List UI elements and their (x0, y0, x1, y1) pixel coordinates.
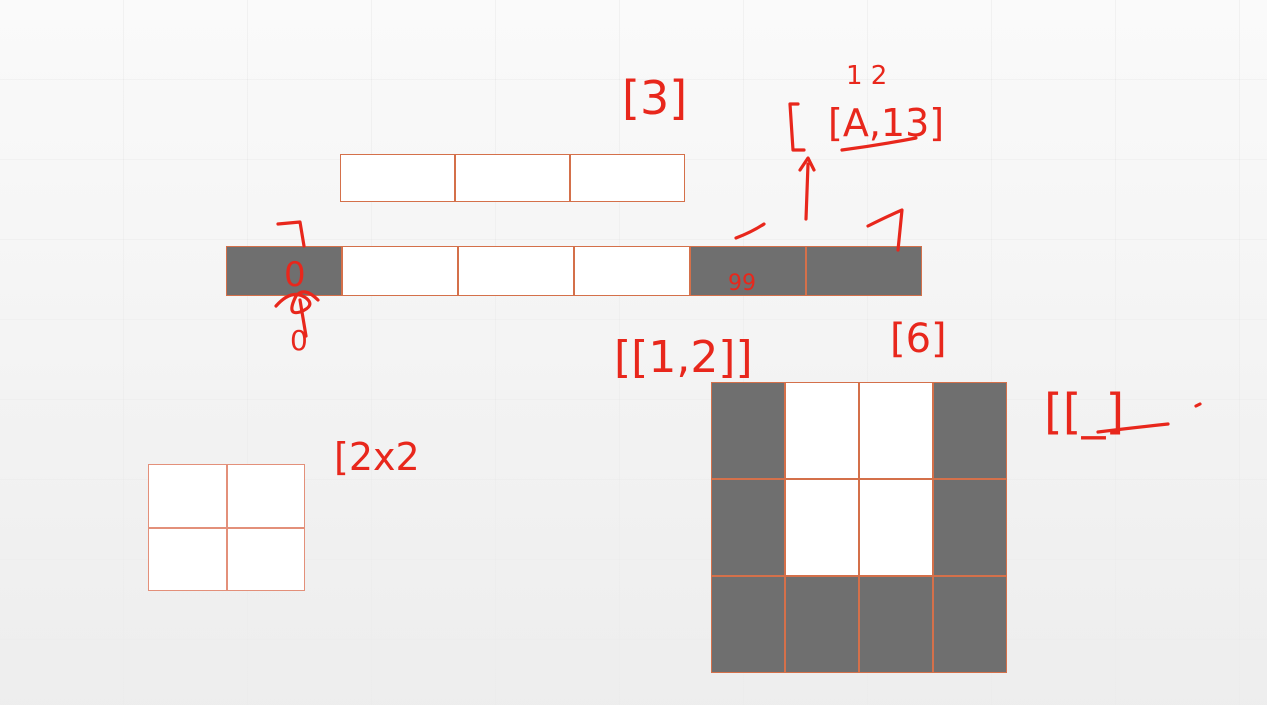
svg-text:[6]: [6] (890, 316, 947, 362)
grid-cell (785, 479, 859, 576)
annotation-nested-open: [[_] (1044, 384, 1202, 440)
grid-cell (785, 382, 859, 479)
grid-cell (806, 246, 922, 296)
svg-text:[[1,2]]: [[1,2]] (614, 332, 753, 383)
grid-cell (690, 246, 806, 296)
three-by-four-grid (711, 382, 1007, 673)
svg-text:[2x2: [2x2 (334, 435, 420, 479)
grid-cell (711, 382, 785, 479)
svg-text:0: 0 (290, 324, 308, 357)
grid-cell (342, 246, 458, 296)
svg-text:99: 99 (728, 271, 756, 296)
grid-cell (933, 382, 1007, 479)
annotation-two-by-two: [2x2 (334, 435, 420, 479)
grid-cell (570, 154, 685, 202)
grid-cell (859, 576, 933, 673)
annotation-ticks (276, 208, 904, 252)
grid-cell (859, 382, 933, 479)
grid-cell (226, 246, 342, 296)
grid-cell (455, 154, 570, 202)
grid-cell (859, 479, 933, 576)
grid-cell (711, 479, 785, 576)
annotation-pair: [A,13] (828, 101, 944, 152)
annotation-position-value: 99 (728, 271, 756, 296)
grid-cell (711, 576, 785, 673)
grid-cell (340, 154, 455, 202)
grid-cell (148, 464, 227, 528)
two-by-two-grid (148, 464, 305, 591)
grid-cell (226, 464, 305, 528)
grid-cell (148, 527, 227, 591)
grid-cell (574, 246, 690, 296)
top-three-cell-row (340, 154, 685, 202)
svg-text:0: 0 (284, 255, 306, 295)
six-cell-row (226, 246, 922, 296)
svg-text:[A,13]: [A,13] (828, 101, 944, 145)
annotation-six: [6] (890, 316, 947, 362)
annotation-arrow (788, 102, 816, 221)
grid-cell (933, 576, 1007, 673)
svg-text:1 2: 1 2 (846, 61, 887, 91)
annotation-list-pair: [[1,2]] (614, 332, 753, 383)
annotation-left-marks: 0 0 (274, 255, 320, 357)
grid-cell (933, 479, 1007, 576)
grid-cell (785, 576, 859, 673)
grid-cell (458, 246, 574, 296)
grid-cell (226, 527, 305, 591)
svg-text:[3]: [3] (622, 71, 687, 125)
annotation-top-size: [3] (622, 71, 687, 125)
annotation-pair-indices: 1 2 (846, 61, 887, 91)
